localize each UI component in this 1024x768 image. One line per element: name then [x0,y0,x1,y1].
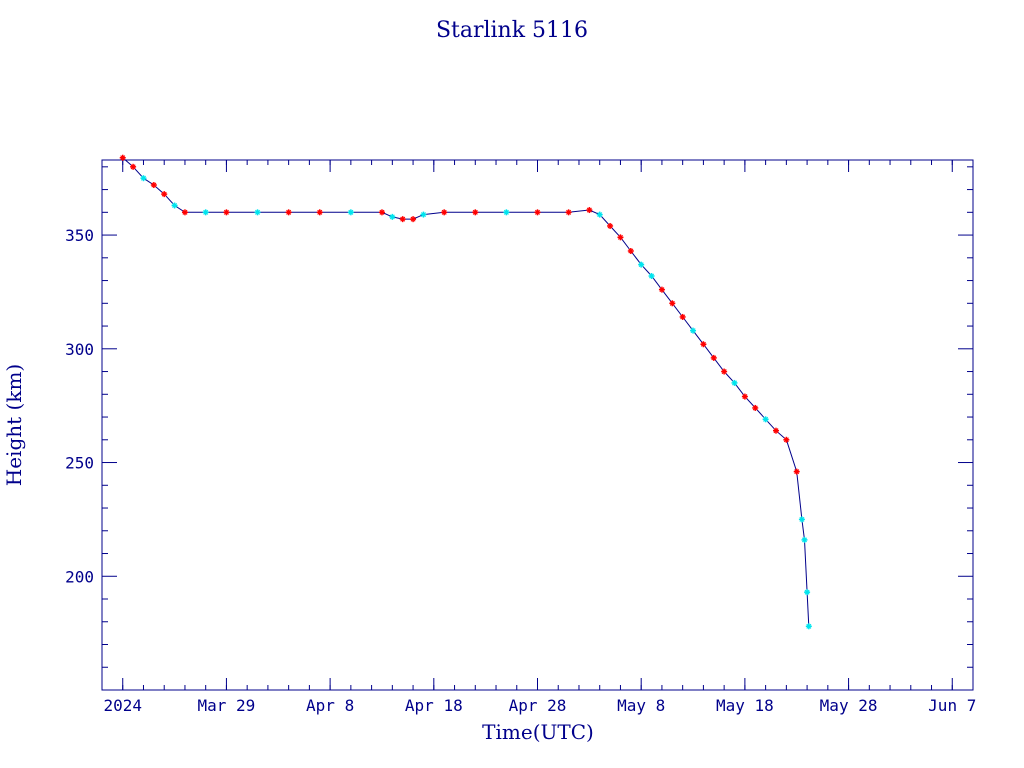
data-point [534,209,541,216]
data-point [793,468,800,475]
data-point [161,191,168,198]
data-point [731,379,738,386]
x-tick-label: 2024 [103,696,142,715]
series-line [122,157,810,627]
data-point [389,213,396,220]
plot-frame [101,159,974,691]
data-point [804,589,811,596]
data-point [805,623,812,630]
data-point [399,216,406,223]
data-point [119,154,126,161]
data-point [202,209,209,216]
data-point [565,209,572,216]
data-point [223,209,230,216]
data-point [741,393,748,400]
data-point [627,247,634,254]
chart-title: Starlink 5116 [436,18,588,43]
data-point [798,516,805,523]
data-point [410,216,417,223]
y-axis-ticks: 200 250 300 350 [65,166,973,691]
data-point [607,222,614,229]
x-tick-label: May 18 [716,696,774,715]
data-point [171,202,178,209]
series-layer [119,154,812,630]
data-point [181,209,188,216]
data-point [721,368,728,375]
data-point [638,261,645,268]
data-point [801,536,808,543]
data-point [316,209,323,216]
data-point [472,209,479,216]
data-point [617,234,624,241]
data-point [130,163,137,170]
x-tick-label: May 8 [617,696,665,715]
data-point [700,341,707,348]
y-tick-label: 250 [65,454,94,473]
data-point [596,211,603,218]
y-tick-label: 300 [65,340,94,359]
data-point [347,209,354,216]
data-point [441,209,448,216]
data-point [140,175,147,182]
data-point [254,209,261,216]
data-point [762,416,769,423]
x-tick-label: Apr 8 [306,696,354,715]
x-axis-label: Time(UTC) [482,720,594,744]
data-point [690,327,697,334]
y-tick-label: 200 [65,567,94,586]
x-tick-label: May 28 [820,696,878,715]
data-point [648,273,655,280]
data-point [679,313,686,320]
x-axis-ticks: 2024 Mar 29 Apr 8 Apr 18 Apr 28 May 8 May 18 Ma… [103,160,976,715]
y-axis-label: Height (km) [2,364,26,486]
data-point [378,209,385,216]
y-tick-label: 350 [65,226,94,245]
data-point [285,209,292,216]
x-tick-label: Jun 7 [928,696,976,715]
data-point [752,404,759,411]
data-point [420,211,427,218]
data-point [658,286,665,293]
x-tick-label: Mar 29 [198,696,256,715]
data-point [710,354,717,361]
x-tick-label: Apr 28 [509,696,567,715]
data-point [586,207,593,214]
data-point [772,427,779,434]
data-point [669,300,676,307]
data-point [150,182,157,189]
data-point [783,436,790,443]
data-point [503,209,510,216]
x-tick-label: Apr 18 [405,696,463,715]
